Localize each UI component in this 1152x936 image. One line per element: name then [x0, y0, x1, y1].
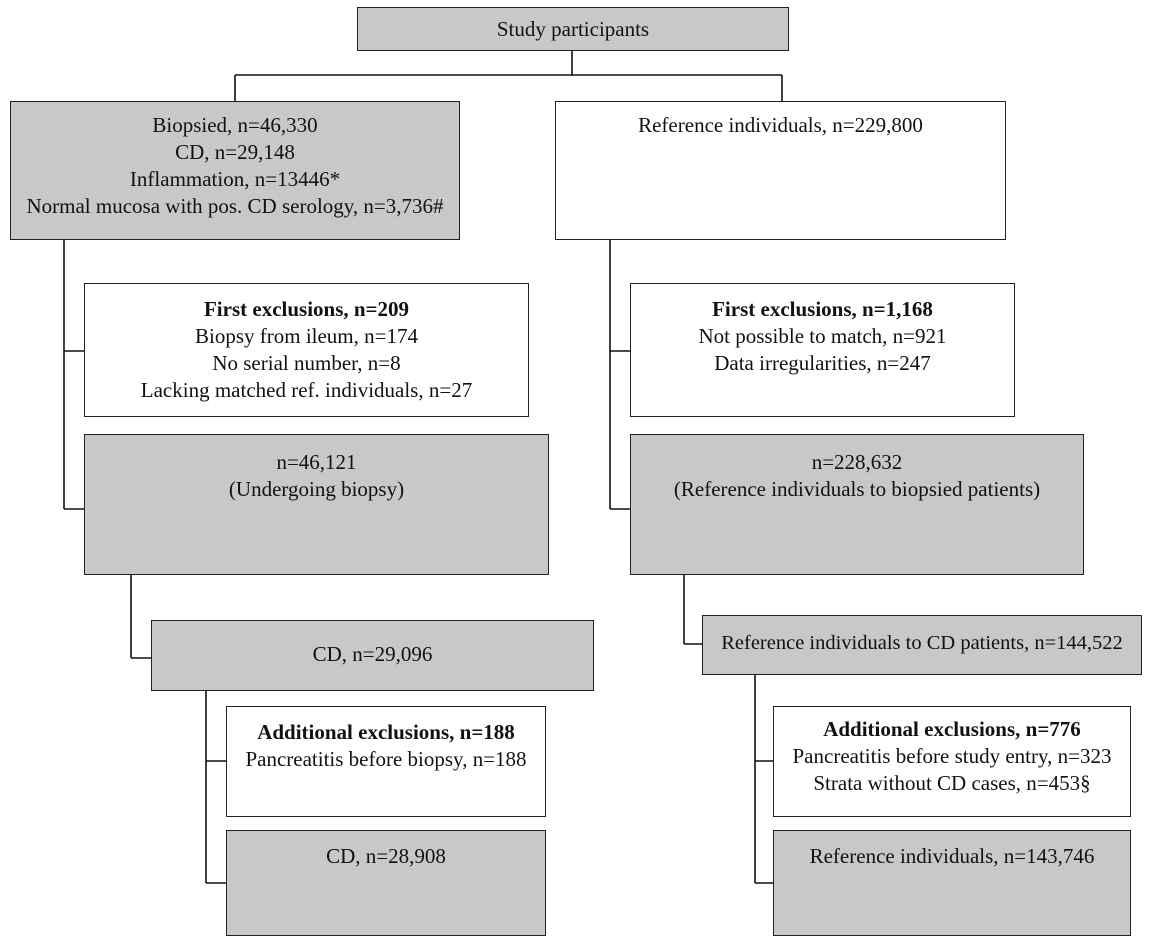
right-after-first-line-1: n=228,632 [811, 450, 903, 474]
biopsied-line-3: Inflammation, n=13446* [129, 167, 341, 191]
right-first-exclusions-line-1: Not possible to match, n=921 [698, 324, 947, 348]
right-additional-exclusions-box: Additional exclusions, n=776 Pancreatiti… [773, 706, 1131, 817]
right-additional-exclusions-title: Additional exclusions, n=776 [823, 717, 1081, 741]
study-participants-label: Study participants [496, 17, 650, 41]
left-additional-exclusions-box: Additional exclusions, n=188 Pancreatiti… [226, 706, 546, 817]
reference-label: Reference individuals, n=229,800 [638, 113, 923, 137]
right-cd-refs-box: Reference individuals to CD patients, n=… [702, 615, 1142, 675]
left-first-exclusions-box: First exclusions, n=209 Biopsy from ileu… [84, 283, 529, 417]
left-first-exclusions-line-1: Biopsy from ileum, n=174 [194, 324, 418, 348]
right-additional-exclusions-line-1: Pancreatitis before study entry, n=323 [792, 744, 1112, 768]
left-after-first-box: n=46,121 (Undergoing biopsy) [84, 434, 549, 575]
left-after-first-line-1: n=46,121 [276, 450, 357, 474]
right-first-exclusions-line-2: Data irregularities, n=247 [714, 351, 931, 375]
left-after-first-line-2: (Undergoing biopsy) [228, 477, 405, 501]
left-cd-label: CD, n=29,096 [312, 642, 433, 666]
study-participants-box: Study participants [357, 7, 789, 51]
left-first-exclusions-line-2: No serial number, n=8 [212, 351, 401, 375]
right-after-first-line-2: (Reference individuals to biopsied patie… [673, 477, 1041, 501]
left-additional-exclusions-title: Additional exclusions, n=188 [257, 720, 515, 744]
right-cd-refs-label: Reference individuals to CD patients, n=… [721, 632, 1123, 654]
left-final-label: CD, n=28,908 [326, 844, 446, 868]
left-final-box: CD, n=28,908 [226, 830, 546, 936]
right-final-label: Reference individuals, n=143,746 [809, 844, 1095, 868]
left-first-exclusions-line-3: Lacking matched ref. individuals, n=27 [140, 378, 473, 402]
biopsied-box: Biopsied, n=46,330 CD, n=29,148 Inflamma… [10, 101, 460, 240]
right-first-exclusions-box: First exclusions, n=1,168 Not possible t… [630, 283, 1015, 417]
left-additional-exclusions-line-1: Pancreatitis before biopsy, n=188 [245, 747, 527, 771]
right-after-first-box: n=228,632 (Reference individuals to biop… [630, 434, 1084, 575]
biopsied-line-1: Biopsied, n=46,330 [152, 113, 318, 137]
left-first-exclusions-title: First exclusions, n=209 [203, 297, 410, 321]
right-final-box: Reference individuals, n=143,746 [773, 830, 1131, 936]
left-cd-box: CD, n=29,096 [151, 620, 594, 691]
reference-box: Reference individuals, n=229,800 [555, 101, 1006, 240]
biopsied-line-2: CD, n=29,148 [175, 140, 295, 164]
right-additional-exclusions-line-2: Strata without CD cases, n=453§ [813, 771, 1091, 795]
biopsied-line-4: Normal mucosa with pos. CD serology, n=3… [26, 194, 444, 218]
right-first-exclusions-title: First exclusions, n=1,168 [712, 297, 933, 321]
